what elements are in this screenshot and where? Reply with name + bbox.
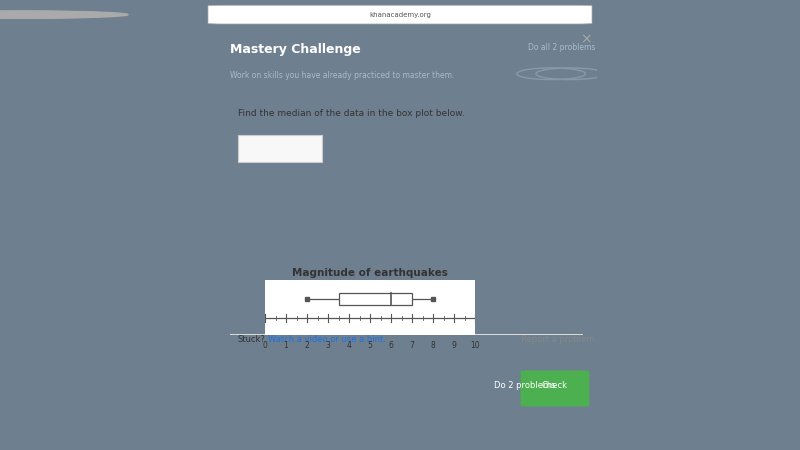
Text: Find the median of the data in the box plot below.: Find the median of the data in the box p… — [238, 108, 465, 117]
FancyBboxPatch shape — [208, 5, 592, 24]
Circle shape — [0, 11, 104, 18]
Circle shape — [0, 11, 116, 18]
Circle shape — [0, 11, 128, 18]
FancyBboxPatch shape — [521, 370, 590, 407]
Text: Stuck?: Stuck? — [238, 335, 266, 344]
Text: Report a problem: Report a problem — [521, 335, 594, 344]
Text: Check: Check — [542, 381, 568, 390]
FancyBboxPatch shape — [238, 135, 322, 162]
Text: khanacademy.org: khanacademy.org — [369, 12, 431, 18]
FancyBboxPatch shape — [338, 293, 412, 305]
Text: Do 2 problems: Do 2 problems — [494, 381, 555, 390]
Text: Work on skills you have already practiced to master them.: Work on skills you have already practice… — [230, 71, 454, 80]
Text: ×: × — [580, 33, 591, 47]
Text: Watch a video or use a hint.: Watch a video or use a hint. — [269, 335, 386, 344]
Text: Do all 2 problems: Do all 2 problems — [528, 43, 596, 52]
Text: Mastery Challenge: Mastery Challenge — [230, 43, 361, 56]
Title: Magnitude of earthquakes: Magnitude of earthquakes — [292, 268, 448, 278]
